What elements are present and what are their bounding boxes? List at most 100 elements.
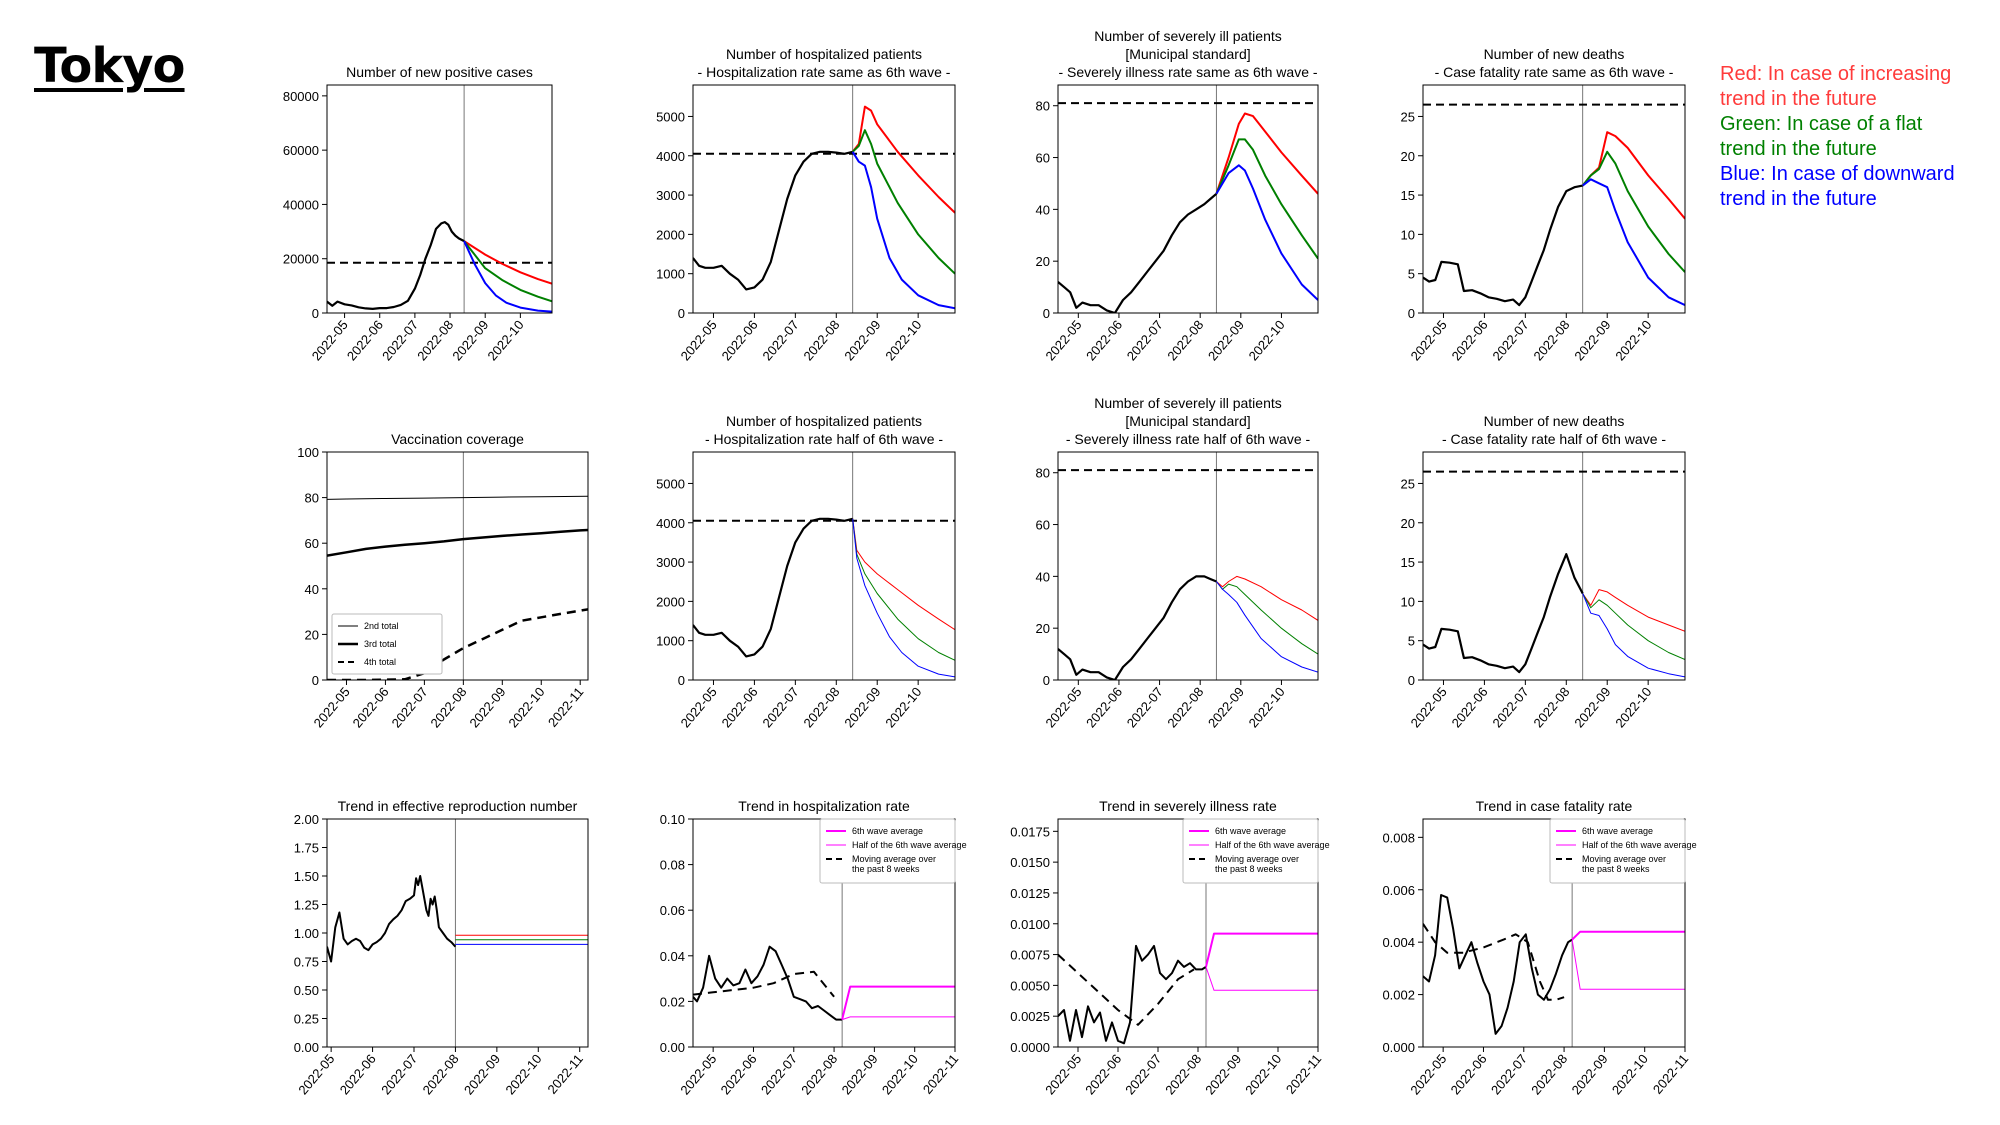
x-tick-label: 2022-08 — [427, 684, 469, 730]
series-line-magenta-3 — [841, 1016, 955, 1021]
chart-legend: 6th wave average Half of the 6th wave ave… — [1182, 818, 1330, 884]
chart-rt-trend: Trend in effective reproduction number 0.… — [294, 798, 589, 1097]
x-tick-label: 2022-09 — [1569, 1051, 1611, 1097]
x-tick-label: 2022-08 — [798, 1051, 840, 1097]
series-line-green-2 — [852, 518, 955, 661]
chart-severe-half: Number of severely ill patients [Municipa… — [1036, 395, 1319, 730]
y-tick-label: 60 — [1036, 151, 1050, 166]
x-tick-label: 2022-08 — [420, 1051, 462, 1097]
plot-frame — [326, 818, 589, 1048]
y-tick-label: 1000 — [656, 634, 685, 649]
x-tick-label: 2022-05 — [1042, 1051, 1084, 1097]
plot-area — [327, 819, 588, 1047]
x-tick-label: 2022-08 — [1164, 317, 1206, 363]
x-tick-label: 2022-06 — [337, 1051, 379, 1097]
x-tick-label: 2022-08 — [1164, 684, 1206, 730]
chart-title: Number of severely ill patients — [1094, 395, 1282, 411]
legend-label: 4th total — [364, 657, 396, 667]
series-line-red-1 — [463, 240, 552, 285]
x-tick-label: 2022-06 — [1083, 317, 1125, 363]
y-tick-label: 3000 — [656, 555, 685, 570]
chart-title: Trend in severely illness rate — [1099, 798, 1277, 814]
y-tick-label: 20 — [1401, 149, 1415, 164]
series-line-red-1 — [1581, 131, 1685, 220]
y-tick-label: 2000 — [656, 594, 685, 609]
series-line-blue-3 — [851, 151, 955, 310]
x-tick-label: 2022-07 — [1489, 317, 1531, 363]
series-line-black-1 — [1058, 953, 1195, 1026]
legend-label: 2nd total — [364, 621, 399, 631]
series-line-black-0 — [1423, 553, 1584, 674]
chart-title: Trend in hospitalization rate — [738, 798, 910, 814]
x-tick-label: 2022-10 — [484, 317, 526, 363]
x-tick-label: 2022-05 — [1407, 1051, 1449, 1097]
chart-cfr: Trend in case fatality rate 0.000 0.002 0.0… — [1382, 798, 1696, 1097]
note-downward: Blue: In case of downward trend in the f… — [1720, 163, 1955, 210]
chart-title: [Municipal standard] — [1125, 46, 1250, 62]
series-line-blue-3 — [1582, 178, 1685, 307]
y-tick-label: 2.00 — [294, 812, 319, 827]
x-tick-label: 2022-07 — [1488, 1051, 1530, 1097]
plot-area — [693, 85, 955, 313]
y-tick-label: 0.0075 — [1010, 948, 1050, 963]
legend-box — [331, 613, 443, 675]
legend-label: Half of the 6th wave average — [852, 840, 967, 850]
plot-area — [1058, 819, 1318, 1047]
y-tick-label: 0.004 — [1382, 935, 1415, 950]
legend-label: Half of the 6th wave average — [1582, 840, 1697, 850]
x-tick-label: 2022-06 — [350, 684, 392, 730]
y-tick-label: 0.75 — [294, 955, 319, 970]
x-tick-label: 2022-10 — [1612, 317, 1654, 363]
x-tick-label: 2022-10 — [1242, 1051, 1284, 1097]
y-tick-label: 0.25 — [294, 1012, 319, 1027]
legend-label: Moving average over the past 8 weeks — [852, 854, 936, 874]
chart-legend: 6th wave average Half of the 6th wave ave… — [819, 818, 967, 884]
chart-title: Number of hospitalized patients — [726, 413, 922, 429]
y-tick-label: 20000 — [283, 252, 319, 267]
x-tick-label: 2022-06 — [719, 684, 761, 730]
y-tick-label: 40 — [1036, 202, 1050, 217]
y-tick-label: 0.10 — [660, 812, 685, 827]
plot-area — [693, 452, 955, 680]
series-line-red-1 — [851, 105, 955, 214]
chart-hosp-rate: Trend in hospitalization rate 0.00 0.02 0.0… — [660, 798, 967, 1097]
x-tick-label: 2022-09 — [1571, 317, 1613, 363]
x-tick-label: 2022-05 — [1408, 684, 1450, 730]
chart-title: Number of new positive cases — [346, 64, 533, 80]
x-tick-label: 2022-10 — [1246, 684, 1288, 730]
y-tick-label: 0.50 — [294, 983, 319, 998]
y-tick-label: 20 — [1036, 621, 1050, 636]
y-tick-label: 25 — [1401, 476, 1415, 491]
y-tick-label: 10 — [1401, 227, 1415, 242]
y-tick-label: 0.04 — [660, 949, 685, 964]
series-line-green-2 — [852, 129, 955, 275]
y-tick-label: 0.0025 — [1010, 1009, 1050, 1024]
plot-frame — [326, 451, 589, 681]
chart-title: - Case fatality rate same as 6th wave - — [1435, 64, 1674, 80]
chart-severe-same: Number of severely ill patients [Municipa… — [1036, 28, 1319, 363]
x-tick-label: 2022-05 — [309, 317, 351, 363]
plot-area — [1423, 85, 1685, 313]
x-tick-label: 2022-09 — [841, 317, 883, 363]
x-tick-label: 2022-08 — [1162, 1051, 1204, 1097]
series-line-magenta-2 — [1205, 932, 1318, 968]
chart-title: Number of severely ill patients — [1094, 28, 1282, 44]
y-tick-label: 0.0000 — [1010, 1040, 1050, 1055]
chart-title: Trend in case fatality rate — [1476, 798, 1633, 814]
x-tick-label: 2022-11 — [1283, 1051, 1325, 1096]
x-tick-label: 2022-07 — [758, 1051, 800, 1097]
series-line-blue-3 — [852, 518, 955, 678]
chart-deaths-half: Number of new deaths - Case fatality rate… — [1401, 413, 1686, 730]
x-tick-label: 2022-08 — [800, 317, 842, 363]
page-title: Tokyo — [34, 38, 186, 94]
y-tick-label: 0.0100 — [1010, 917, 1050, 932]
chart-title: Number of new deaths — [1484, 46, 1625, 62]
series-line-black-1 — [693, 970, 835, 998]
x-tick-label: 2022-07 — [759, 317, 801, 363]
y-tick-label: 1.50 — [294, 869, 319, 884]
x-tick-label: 2022-06 — [718, 1051, 760, 1097]
x-tick-label: 2022-10 — [882, 684, 924, 730]
chart-title: Vaccination coverage — [391, 431, 524, 447]
y-tick-label: 1.25 — [294, 898, 319, 913]
x-tick-label: 2022-05 — [678, 317, 720, 363]
